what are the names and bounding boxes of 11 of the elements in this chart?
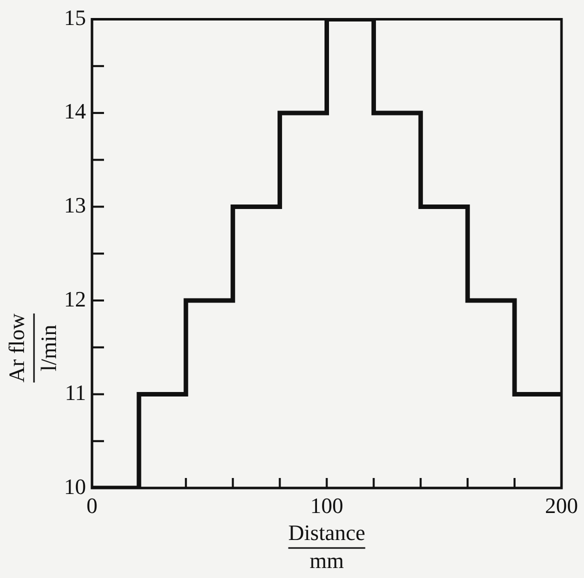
y-tick-label: 10 [64,474,86,499]
y-tick-label: 14 [64,98,86,124]
y-tick-label: 11 [64,380,86,406]
y-tick-label: 12 [64,286,86,312]
x-tick-label: 200 [545,492,578,518]
x-tick-label: 0 [86,492,98,518]
x-axis-title: Distance mm [288,520,366,573]
x-tick-label: 100 [310,492,344,518]
y-tick-label: 15 [64,4,86,30]
y-axis-title: Ar flow l/min [4,313,61,383]
y-tick-label: 13 [64,192,86,218]
